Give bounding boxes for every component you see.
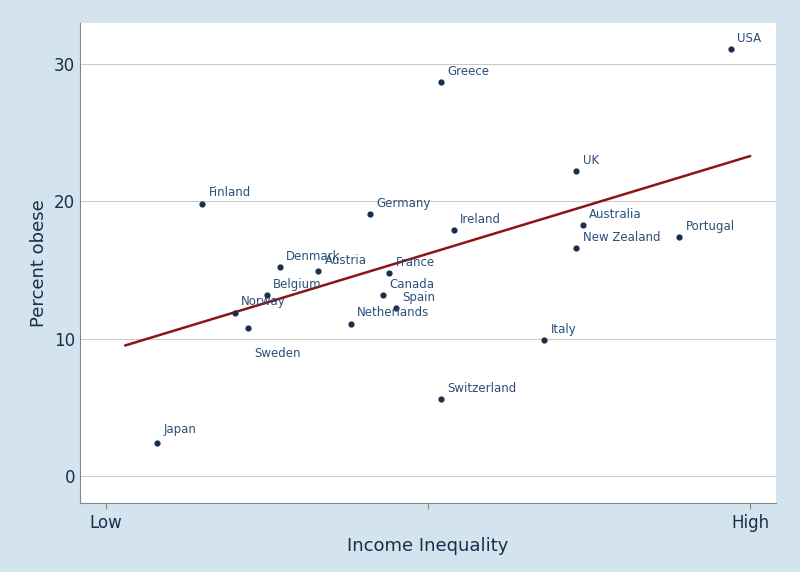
Text: Italy: Italy	[550, 323, 576, 336]
Point	[538, 335, 550, 344]
Text: Netherlands: Netherlands	[357, 307, 430, 319]
Text: USA: USA	[738, 32, 762, 45]
Point	[363, 209, 376, 219]
Text: Japan: Japan	[164, 423, 197, 436]
Point	[312, 267, 325, 276]
Point	[673, 232, 686, 241]
Text: Portugal: Portugal	[686, 220, 735, 233]
Text: Ireland: Ireland	[460, 213, 502, 226]
Point	[261, 290, 274, 299]
Point	[274, 263, 286, 272]
Text: France: France	[396, 256, 435, 269]
Text: Austria: Austria	[325, 254, 367, 267]
Point	[434, 77, 447, 86]
Text: UK: UK	[582, 154, 598, 167]
Point	[447, 225, 460, 235]
Point	[228, 308, 241, 317]
X-axis label: Income Inequality: Income Inequality	[347, 537, 509, 555]
Point	[570, 166, 582, 176]
Point	[344, 319, 357, 328]
Text: Belgium: Belgium	[274, 277, 322, 291]
Point	[241, 323, 254, 332]
Text: Greece: Greece	[447, 65, 490, 78]
Text: Finland: Finland	[209, 185, 251, 198]
Point	[570, 244, 582, 253]
Point	[434, 395, 447, 404]
Text: Canada: Canada	[390, 277, 434, 291]
Text: Spain: Spain	[402, 291, 435, 304]
Point	[196, 200, 209, 209]
Point	[377, 290, 390, 299]
Text: Switzerland: Switzerland	[447, 382, 517, 395]
Point	[383, 268, 396, 277]
Point	[390, 304, 402, 313]
Text: Denmark: Denmark	[286, 250, 341, 263]
Text: Norway: Norway	[241, 295, 286, 308]
Y-axis label: Percent obese: Percent obese	[30, 199, 49, 327]
Text: Germany: Germany	[377, 197, 431, 209]
Point	[725, 45, 738, 54]
Text: New Zealand: New Zealand	[582, 231, 660, 244]
Point	[576, 220, 589, 229]
Text: Sweden: Sweden	[254, 347, 301, 360]
Point	[151, 438, 164, 447]
Text: Australia: Australia	[589, 208, 642, 221]
